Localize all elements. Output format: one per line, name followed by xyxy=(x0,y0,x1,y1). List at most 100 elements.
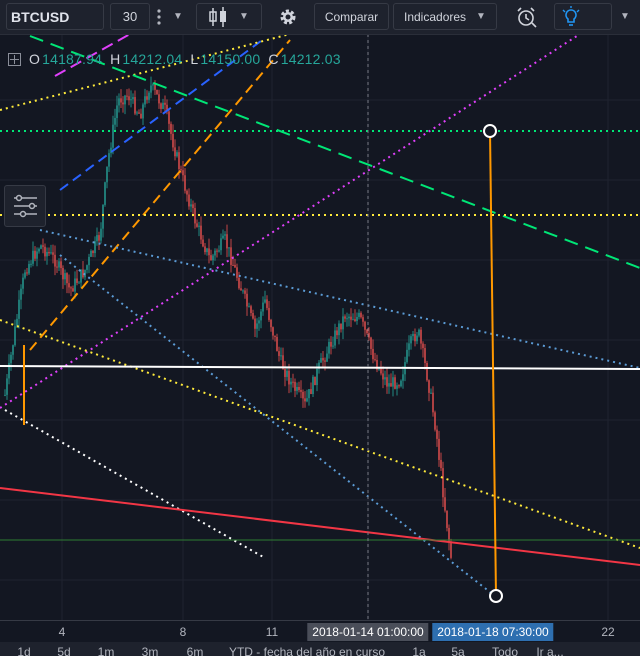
candles-icon xyxy=(209,6,226,27)
candle-body xyxy=(204,246,206,253)
range-1m[interactable]: 1m xyxy=(97,645,115,656)
low-key: L xyxy=(190,51,199,67)
candle-body xyxy=(344,316,346,319)
candle-body xyxy=(230,247,232,265)
candle-body xyxy=(178,152,180,170)
vertical-dots-icon xyxy=(157,8,161,25)
range-5d[interactable]: 5d xyxy=(57,645,71,656)
time-axis[interactable]: 4 8 11 22 2018-01-14 01:00:00 2018-01-18… xyxy=(0,620,640,643)
candle-body xyxy=(358,312,360,317)
trendline-orange-vertical xyxy=(489,130,497,597)
range-6m[interactable]: 6m xyxy=(186,645,204,656)
candle-body xyxy=(196,223,198,227)
candle-body xyxy=(448,527,450,542)
range-all[interactable]: Todo xyxy=(491,645,519,656)
candle-body xyxy=(64,273,66,280)
candle-body xyxy=(316,368,318,386)
candle-body xyxy=(252,313,254,319)
candle-body xyxy=(430,392,432,394)
range-3m[interactable]: 3m xyxy=(141,645,159,656)
settings-button[interactable] xyxy=(272,3,304,30)
range-5y[interactable]: 5a xyxy=(451,645,465,656)
candle-body xyxy=(148,92,150,100)
candle-body xyxy=(98,235,100,241)
candle-body xyxy=(322,358,324,361)
theme-dropdown-caret[interactable]: ▼ xyxy=(616,3,634,30)
candle-body xyxy=(142,104,144,119)
candle-body xyxy=(42,245,44,247)
candle-body xyxy=(436,429,438,439)
symbol-search[interactable]: BTCUSD xyxy=(6,3,104,30)
compare-button[interactable]: Comparar xyxy=(314,3,389,30)
candle-body xyxy=(426,362,428,381)
candle-body xyxy=(388,383,390,387)
candle-body xyxy=(386,377,388,387)
candle-body xyxy=(284,369,286,377)
trendline-blue-dotted-upper xyxy=(39,229,640,369)
trendline-blue-dashed xyxy=(59,37,266,191)
chart-canvas[interactable] xyxy=(0,0,640,620)
candle-body xyxy=(208,248,210,256)
top-toolbar: BTCUSD 30 ▼ ▼ Comparar Indicadores ▼ xyxy=(0,0,640,35)
drawings[interactable] xyxy=(0,34,640,603)
indicators-button[interactable]: Indicadores ▼ xyxy=(393,3,497,30)
horizontal-white-solid xyxy=(0,365,640,370)
drawing-tools-toggle[interactable] xyxy=(4,185,46,227)
candle-body xyxy=(380,367,382,374)
candle-body xyxy=(246,293,248,307)
range-1y[interactable]: 1a xyxy=(412,645,426,656)
theme-button[interactable] xyxy=(554,3,612,30)
candle-body xyxy=(176,152,178,157)
candle-body xyxy=(268,307,270,320)
candle-body xyxy=(444,497,446,511)
candle-body xyxy=(270,319,272,328)
goto-date[interactable]: Ir a... xyxy=(536,645,564,656)
time-label: 22 xyxy=(601,625,615,639)
candle-body xyxy=(72,288,74,292)
chevron-down-icon: ▼ xyxy=(476,11,486,22)
candle-body xyxy=(158,94,160,104)
candle-body xyxy=(16,318,18,327)
candle-body xyxy=(364,321,366,330)
candle-body xyxy=(238,277,240,289)
candle-body xyxy=(250,306,252,314)
plus-square-icon[interactable] xyxy=(8,52,21,66)
candle-body xyxy=(118,98,120,106)
candle-body xyxy=(128,96,130,101)
close-key: C xyxy=(268,51,279,67)
candle-body xyxy=(434,412,436,430)
candle-body xyxy=(370,337,372,349)
candle-body xyxy=(374,359,376,361)
candlestick-series xyxy=(4,76,452,560)
candle-body xyxy=(10,354,12,364)
candle-body xyxy=(192,204,194,209)
more-button[interactable] xyxy=(150,3,168,30)
candle-body xyxy=(186,190,188,195)
range-ytd[interactable]: YTD - fecha del año en curso xyxy=(228,645,386,656)
trendline-magenta-dotted xyxy=(0,34,581,409)
sliders-icon xyxy=(14,194,37,218)
candle-body xyxy=(66,273,68,284)
candle-body xyxy=(366,329,368,334)
candle-body xyxy=(352,319,354,321)
candle-body xyxy=(140,113,142,119)
candle-body xyxy=(232,264,234,266)
candle-body xyxy=(48,251,50,254)
candle-body xyxy=(266,299,268,308)
interval-selector[interactable]: 30 xyxy=(110,3,150,30)
alert-button[interactable] xyxy=(508,3,544,30)
candle-body xyxy=(24,272,26,278)
candle-body xyxy=(156,89,158,95)
interval-dropdown-caret[interactable]: ▼ xyxy=(170,3,186,30)
candle-body xyxy=(144,96,146,105)
date-range-bar: 1d 5d 1m 3m 6m YTD - fecha del año en cu… xyxy=(0,642,640,656)
candle-body xyxy=(214,250,216,256)
candle-body xyxy=(154,84,156,90)
candle-body xyxy=(166,104,168,112)
trendline-yellow-lower xyxy=(0,319,640,549)
range-1d[interactable]: 1d xyxy=(17,645,31,656)
chart-type-button[interactable]: ▼ xyxy=(196,3,262,30)
candle-body xyxy=(310,389,312,395)
candle-body xyxy=(424,348,426,363)
candle-body xyxy=(290,381,292,385)
